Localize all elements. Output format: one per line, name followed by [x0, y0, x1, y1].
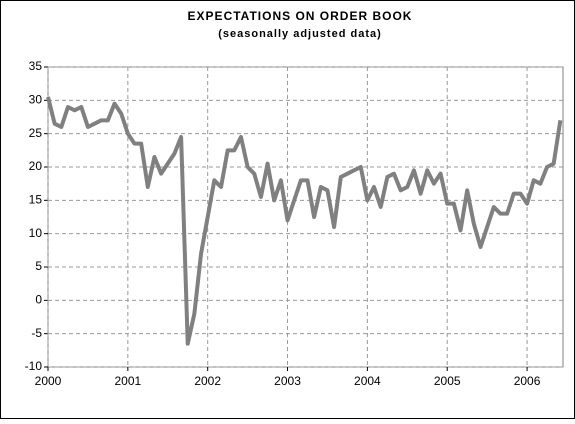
data-line [46, 96, 563, 346]
x-tick-label: 2000 [35, 374, 62, 388]
x-tick-label: 2006 [514, 374, 541, 388]
y-tick-label: 30 [29, 93, 43, 107]
y-tick-label: -5 [31, 326, 42, 340]
y-tick-label: 5 [35, 259, 42, 273]
y-tick-label: 35 [29, 59, 43, 73]
chart-title: EXPECTATIONS ON ORDER BOOK [188, 9, 413, 23]
x-tick-label: 2002 [194, 374, 221, 388]
plot-area [47, 66, 564, 368]
x-tick-label: 2005 [434, 374, 461, 388]
x-tick-label: 2001 [114, 374, 141, 388]
x-tick-label: 2003 [274, 374, 301, 388]
chart-subtitle: (seasonally adjusted data) [218, 28, 382, 40]
y-tick-label: 0 [35, 293, 42, 307]
y-tick-label: 10 [29, 226, 43, 240]
y-tick-label: -10 [25, 359, 43, 373]
y-tick-label: 25 [29, 126, 43, 140]
y-tick-label: 20 [29, 159, 43, 173]
x-tick-label: 2004 [354, 374, 381, 388]
y-tick-label: 15 [29, 193, 43, 207]
